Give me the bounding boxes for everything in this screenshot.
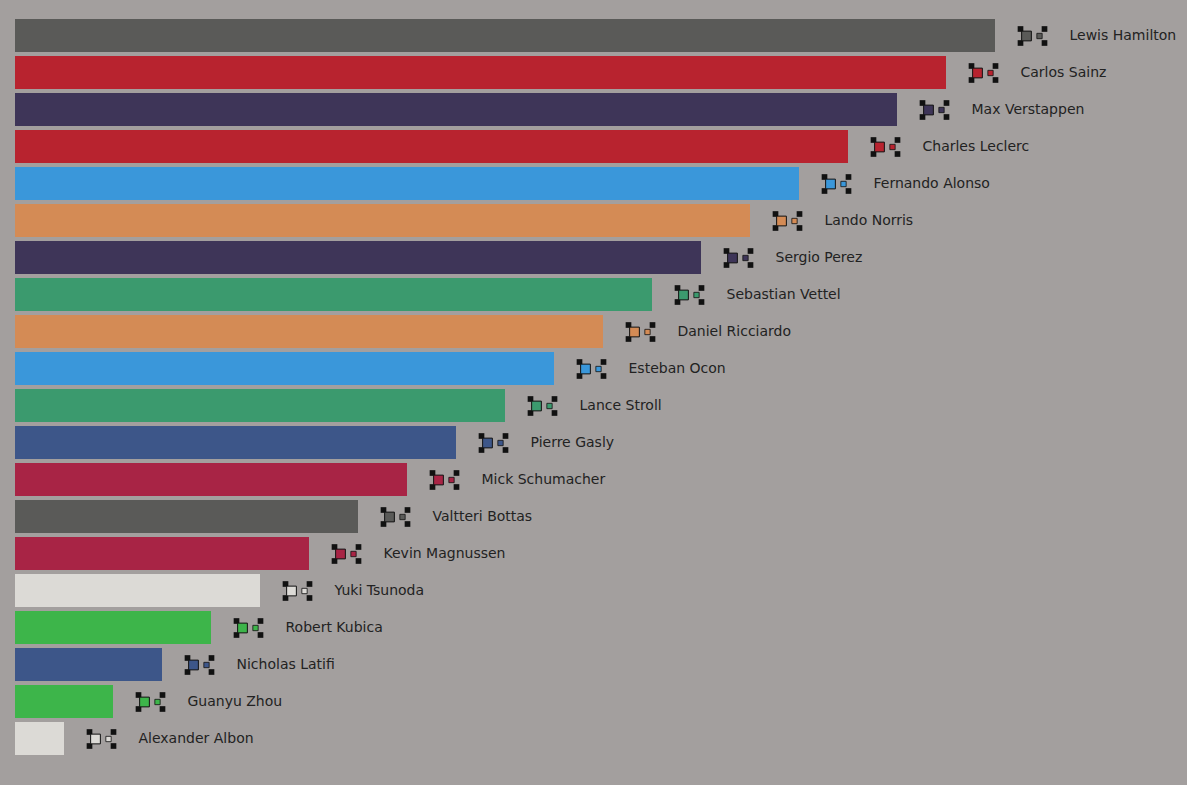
svg-text:Esteban Ocon: Esteban Ocon [629,360,726,376]
svg-text:Nicholas Latifi: Nicholas Latifi [237,656,335,672]
svg-text:Lance Stroll: Lance Stroll [580,397,662,413]
svg-text:Kevin Magnussen: Kevin Magnussen [384,545,506,561]
svg-text:Mick Schumacher: Mick Schumacher [482,471,606,487]
svg-text:Daniel Ricciardo: Daniel Ricciardo [678,323,792,339]
svg-text:Robert Kubica: Robert Kubica [286,619,383,635]
svg-text:Charles Leclerc: Charles Leclerc [923,138,1030,154]
svg-text:Lewis Hamilton: Lewis Hamilton [1070,27,1177,43]
svg-text:Yuki Tsunoda: Yuki Tsunoda [334,582,425,598]
svg-text:Sergio Perez: Sergio Perez [776,249,863,265]
svg-text:Lando Norris: Lando Norris [825,212,914,228]
svg-text:Fernando Alonso: Fernando Alonso [874,175,990,191]
svg-text:Alexander Albon: Alexander Albon [139,730,254,746]
svg-text:Carlos Sainz: Carlos Sainz [1021,64,1107,80]
svg-text:Pierre Gasly: Pierre Gasly [531,434,615,450]
svg-text:Valtteri Bottas: Valtteri Bottas [433,508,533,524]
svg-text:Guanyu Zhou: Guanyu Zhou [188,693,283,709]
svg-text:Sebastian Vettel: Sebastian Vettel [727,286,841,302]
svg-text:Max Verstappen: Max Verstappen [972,101,1085,117]
